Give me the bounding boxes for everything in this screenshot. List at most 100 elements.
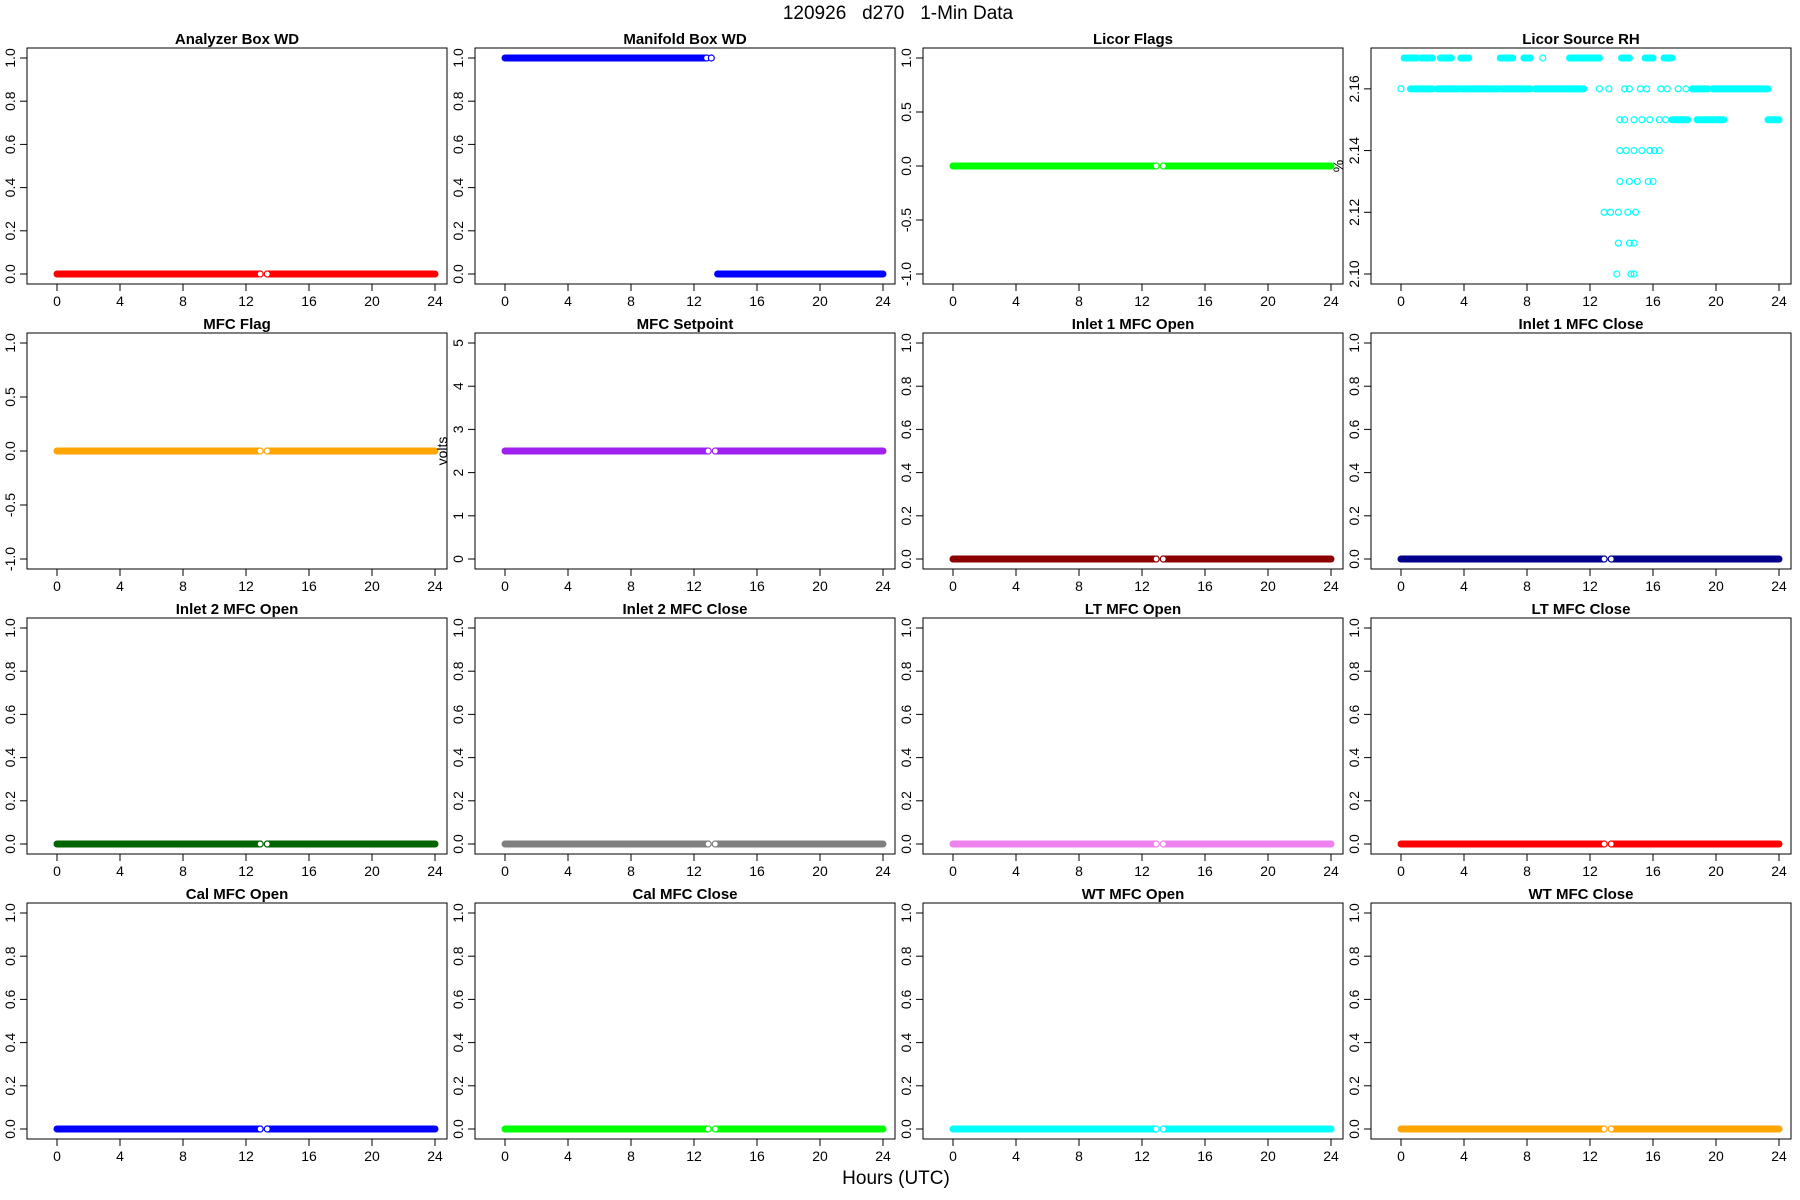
panel: Licor Flags 0 4 8 12 16 20 24 -1.0 -0.5 0.0 0.5 1.0 <box>898 31 1344 309</box>
panel-title: LT MFC Open <box>1085 601 1181 618</box>
x-tick-label: 12 <box>686 1148 702 1164</box>
x-tick-label: 0 <box>53 1148 61 1164</box>
x-tick-label: 16 <box>1645 578 1661 594</box>
x-tick-label: 0 <box>949 293 957 309</box>
data-point <box>711 1125 719 1133</box>
x-tick-label: 20 <box>1260 863 1276 879</box>
data-point <box>1646 116 1654 124</box>
panel-title: WT MFC Open <box>1082 886 1184 903</box>
y-tick-label: 0.6 <box>1346 704 1362 724</box>
x-tick-label: 12 <box>1134 1148 1150 1164</box>
data-point <box>256 840 264 848</box>
x-tick-label: 20 <box>1260 293 1276 309</box>
x-tick-label: 24 <box>427 1148 443 1164</box>
x-tick-label: 0 <box>949 863 957 879</box>
data-point <box>1616 177 1624 186</box>
x-tick-label: 8 <box>179 293 187 309</box>
data-point <box>1655 146 1663 155</box>
y-tick-label: 1 <box>450 512 466 520</box>
data-point <box>1630 146 1638 155</box>
y-tick-label: 0.6 <box>898 989 914 1009</box>
panels-grid: Analyzer Box WD0 4 8 12 16 20 240.00.20.40.60.… <box>2 31 1792 1164</box>
y-tick-label: 0.4 <box>898 463 914 483</box>
panel: Analyzer Box WD 0 4 8 12 16 20 24 0.0 0.2 0.4 0.6 0.… <box>2 31 448 309</box>
y-tick-label: 0.8 <box>450 661 466 681</box>
data-point <box>1607 840 1615 848</box>
panel-title: Cal MFC Close <box>632 886 737 903</box>
x-tick-label: 20 <box>364 578 380 594</box>
x-tick-label: 24 <box>427 578 443 594</box>
plot-frame <box>922 902 1344 1140</box>
x-tick-label: 20 <box>364 863 380 879</box>
data-point <box>1649 177 1657 186</box>
x-tick-label: 4 <box>564 578 572 594</box>
data-point <box>263 270 271 278</box>
data-point <box>1607 1125 1615 1133</box>
y-tick-label: 2.16 <box>1346 75 1362 102</box>
y-tick-label: 2.14 <box>1346 137 1362 164</box>
x-tick-label: 0 <box>53 578 61 594</box>
data-point <box>1627 270 1635 278</box>
panel: WT MFC Close 0 4 8 12 16 20 24 0.0 0.2 0.4 0.6 0.8 1.… <box>1346 886 1792 1164</box>
y-tick-label: 0.0 <box>2 264 18 284</box>
x-tick-label: 12 <box>1582 863 1598 879</box>
x-tick-label: 12 <box>238 578 254 594</box>
x-tick-label: 12 <box>1582 293 1598 309</box>
panel: Inlet 1 MFC Close 0 4 8 12 16 20 24 0.0 0.2 0.4 0.6… <box>1346 316 1792 594</box>
x-tick-label: 8 <box>179 863 187 879</box>
y-tick-label: 0.2 <box>1346 506 1362 526</box>
x-tick-label: 24 <box>1771 863 1787 879</box>
data-point <box>1159 840 1167 848</box>
x-tick-label: 16 <box>1645 293 1661 309</box>
x-tick-label: 20 <box>1708 578 1724 594</box>
data-point <box>1600 1125 1608 1133</box>
x-tick-label: 24 <box>1323 863 1339 879</box>
y-tick-label: 0.6 <box>2 989 18 1009</box>
plot-frame <box>474 332 896 570</box>
plot-frame <box>922 617 1344 855</box>
y-tick-label: 0.8 <box>898 376 914 396</box>
y-tick-label: 1.0 <box>1346 333 1362 353</box>
y-tick-label: 0.6 <box>450 989 466 1009</box>
y-tick-label: 0.2 <box>2 221 18 241</box>
data-point <box>1630 239 1638 247</box>
data-point <box>1621 85 1629 93</box>
data-point <box>1159 162 1167 170</box>
data-point <box>1630 270 1638 278</box>
x-tick-label: 24 <box>875 1148 891 1164</box>
data-point <box>1646 146 1654 155</box>
x-tick-label: 0 <box>53 863 61 879</box>
panel-title: MFC Setpoint <box>637 316 734 333</box>
x-tick-label: 16 <box>301 578 317 594</box>
data-point <box>704 447 712 455</box>
data-point <box>707 54 715 62</box>
x-tick-label: 0 <box>949 578 957 594</box>
x-tick-label: 4 <box>116 578 124 594</box>
panel-title: Licor Flags <box>1093 31 1173 48</box>
y-tick-label: 0.0 <box>2 834 18 854</box>
x-tick-label: 16 <box>301 863 317 879</box>
x-tick-label: 24 <box>875 293 891 309</box>
x-tick-label: 4 <box>1012 293 1020 309</box>
x-tick-label: 24 <box>875 578 891 594</box>
data-point <box>1632 208 1640 216</box>
data-point <box>1650 146 1659 155</box>
y-tick-label: 0.8 <box>450 91 466 111</box>
plot-frame <box>474 47 896 285</box>
y-tick-label: 0.4 <box>450 1033 466 1053</box>
data-point <box>1630 116 1638 124</box>
x-tick-label: 12 <box>686 863 702 879</box>
data-point <box>704 1125 712 1133</box>
x-tick-label: 8 <box>179 1148 187 1164</box>
panel: Manifold Box WD 0 4 8 12 16 20 24 0.0 0.2 0.4 0.6 0.… <box>450 31 896 309</box>
x-tick-label: 12 <box>238 1148 254 1164</box>
panel: LT MFC Open 0 4 8 12 16 20 24 0.0 0.2 0.4 0.6 0.8 1.0 <box>898 601 1344 879</box>
data-point <box>1616 116 1624 124</box>
panel-title: WT MFC Close <box>1529 886 1634 903</box>
y-tick-label: 0.4 <box>1346 463 1362 483</box>
y-tick-label: 0.8 <box>2 946 18 966</box>
y-tick-label: 0.0 <box>898 156 914 176</box>
data-point <box>1573 85 1582 93</box>
x-tick-label: 20 <box>1260 578 1276 594</box>
x-tick-label: 12 <box>238 863 254 879</box>
